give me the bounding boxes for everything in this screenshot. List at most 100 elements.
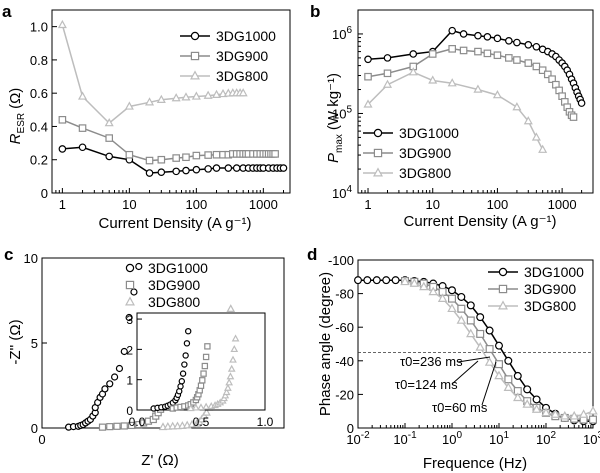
panel-b-ytick-label: 104 — [332, 184, 352, 201]
panel-b-point-3DG800 — [538, 144, 548, 153]
panel-d-xtick-base: 10 — [583, 432, 597, 447]
panel-d-point-3DG800 — [466, 328, 476, 338]
panel-a-point-3DG1000 — [279, 164, 288, 172]
panel-a-point-3DG1000 — [232, 164, 241, 172]
panel-b-legend-label: 3DG800 — [399, 165, 451, 181]
panel-d-point-3DG1000 — [354, 276, 363, 285]
panel-d-point-3DG800 — [560, 410, 570, 420]
panel-b-point-3DG1000 — [448, 26, 457, 35]
panel-d-ytick-label: -100 — [328, 253, 354, 268]
panel-d-point-3DG800 — [437, 293, 448, 302]
panel-a-point-3DG800 — [124, 101, 134, 110]
panel-d-point-3DG1000 — [363, 276, 372, 285]
panel-c-inset-point-3DG800 — [221, 391, 230, 399]
panel-a-ylabel-main: R — [7, 133, 24, 144]
panel-c-legend-label: 3DG900 — [148, 277, 200, 293]
panel-c-inset-series-3DG1000 — [150, 327, 192, 412]
panel-d-point-3DG900 — [504, 375, 513, 384]
panel-d-point-3DG800 — [513, 392, 523, 402]
panel-c-inset-xtick-label: 0.5 — [193, 415, 210, 429]
panel-c-inset-point-3DG800 — [202, 402, 210, 410]
panel-c-point-3DG900 — [127, 421, 136, 430]
panel-b-legend-marker — [373, 167, 383, 177]
panel-d-series-3DG800 — [400, 276, 598, 420]
panel-d-point-3DG1000 — [504, 356, 513, 365]
panel-d-xtick-exp: 0 — [456, 430, 462, 441]
panel-d-ytick-label: -60 — [335, 320, 354, 335]
panel-a-point-3DG800 — [104, 118, 114, 127]
panel-a-series-3DG1000 — [58, 143, 288, 177]
panel-b-point-3DG900 — [505, 54, 513, 62]
panel-letter-a: a — [2, 2, 12, 21]
panel-c-inset-point-3DG900 — [197, 382, 205, 389]
panel-b-frame — [357, 9, 594, 194]
panel-a-point-3DG1000 — [192, 165, 201, 174]
panel-b-xtick-label: 1 — [364, 197, 371, 212]
panel-a-ylabel: RESR (Ω) — [7, 88, 27, 145]
panel-a-ytick-label: 1.0 — [30, 20, 48, 35]
panel-d-point-3DG1000 — [372, 276, 381, 285]
panel-c-inset-point-3DG800 — [227, 364, 236, 372]
panel-a-point-3DG900 — [58, 115, 67, 124]
panel-c-inset-ytick-label: 3 — [126, 313, 133, 327]
panel-a-point-3DG1000 — [172, 167, 180, 176]
panel-d-ylabel: Phase angle (degree) — [317, 272, 334, 416]
panel-b-point-3DG900 — [364, 72, 372, 81]
panel-c-inset-ytick-label: 2 — [126, 343, 133, 357]
panel-d-point-3DG900 — [495, 360, 504, 369]
panel-d-xtick-base: 10 — [489, 432, 503, 447]
panel-c-inset-point-3DG1000 — [177, 383, 184, 390]
panel-d-point-3DG900 — [588, 415, 597, 424]
panel-d-legend-marker — [498, 300, 508, 310]
panel-a-point-3DG800 — [191, 91, 201, 100]
panel-a-point-3DG900 — [271, 150, 279, 158]
panel-b-point-3DG1000 — [364, 55, 372, 64]
panel-d-point-3DG1000 — [382, 276, 391, 285]
panel-c-legend-marker — [125, 263, 135, 273]
panel-a-xtick-label: 100 — [186, 197, 208, 212]
panel-b-point-3DG800 — [531, 132, 541, 141]
panel-c-inset-point-3DG800 — [197, 403, 205, 411]
panel-a-point-3DG800 — [78, 91, 88, 100]
panel-a-ytick-label: 0.4 — [30, 119, 48, 134]
panel-c-inset-point-3DG1000 — [182, 352, 189, 359]
panel-c-legend-marker — [125, 280, 135, 290]
panel-c-inset-point-3DG900 — [201, 362, 209, 370]
panel-a-ytick-label: 0.8 — [30, 53, 48, 68]
panel-d-point-3DG1000 — [523, 385, 532, 394]
panel-d-point-3DG1000 — [476, 313, 485, 322]
panel-c-point-3DG900 — [113, 422, 121, 430]
panel-d-point-3DG1000 — [495, 341, 504, 350]
panel-d-point-3DG900 — [457, 304, 466, 313]
panel-c-ylabel: -Z'' (Ω) — [7, 319, 24, 364]
panel-d-point-3DG800 — [531, 404, 542, 413]
panel-b-point-3DG900 — [569, 113, 578, 121]
panel-d-point-3DG1000 — [513, 371, 522, 380]
panel-b-point-3DG800 — [408, 67, 418, 76]
panel-c-inset-series-3DG800 — [186, 334, 240, 412]
panel-b-legend-marker — [373, 148, 383, 158]
panel-d-xtick-exp: -2 — [361, 430, 370, 441]
panel-b-point-3DG800 — [512, 102, 522, 111]
panel-b-ytick-label: 106 — [332, 25, 352, 42]
panel-d-point-3DG800 — [550, 409, 561, 418]
panel-b-point-3DG800 — [523, 116, 533, 125]
panel-d-annotation-60: τ0=60 ms — [432, 400, 488, 415]
panel-b-point-3DG900 — [383, 69, 392, 78]
panel-d-point-3DG800 — [419, 281, 429, 291]
panel-c-legend-marker — [125, 296, 135, 306]
panel-d-xtick-exp: 3 — [597, 430, 600, 441]
panel-d-xtick-label: 102 — [536, 430, 556, 447]
panel-d-xtick-label: 103 — [583, 430, 600, 447]
panel-d-point-3DG1000 — [457, 292, 466, 301]
panel-d-legend-label: 3DG900 — [524, 281, 576, 297]
panel-c-inset-point-3DG800 — [222, 388, 231, 396]
panel-c-ytick-label: 10 — [24, 251, 38, 266]
panel-d-point-3DG800 — [484, 357, 495, 366]
panel-a-point-3DG1000 — [105, 152, 113, 161]
panel-a-ylabel-unit: (Ω) — [7, 88, 24, 109]
svg-text:RESR(Ω): RESR (Ω) — [7, 88, 27, 145]
